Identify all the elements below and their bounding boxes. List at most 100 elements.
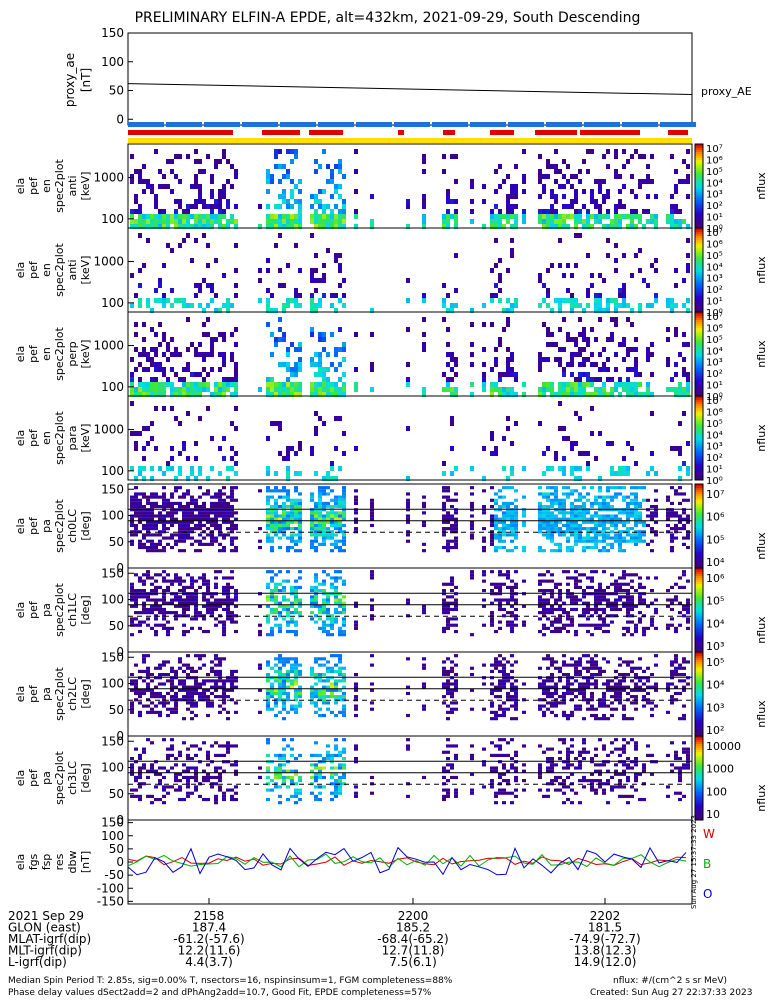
spectrogram-pixel [310,685,314,689]
spectrogram-pixel [558,387,562,392]
spectrogram-pixel [314,169,318,174]
spectrogram-pixel [130,688,134,692]
spectrogram-pixel [150,707,154,711]
spectrogram-pixel [274,701,278,705]
spectrogram-pixel [490,367,494,372]
spectrogram-pixel [586,382,590,387]
spectrogram-pixel [602,179,606,184]
spectrogram-pixel [278,421,282,426]
spectrogram-pixel [618,382,622,387]
spectrogram-pixel [682,604,686,608]
spectrogram-pixel [290,517,294,521]
spectrogram-pixel [314,530,318,534]
spectrogram-pixel [130,303,134,308]
spectrogram-pixel [206,713,210,718]
spectrogram-pixel [226,517,230,521]
spectrogram-pixel [322,392,326,397]
spectrogram-pixel [190,626,194,630]
spectrogram-pixel [686,517,690,521]
spectrogram-pixel [538,169,542,174]
spectrogram-pixel [274,505,278,509]
spectrogram-pixel [602,629,606,634]
colorbar-tick-label: 10¹ [706,213,723,224]
spectrogram-pixel [266,517,270,521]
spectrogram-pixel [154,520,158,524]
spectrogram-pixel [618,377,622,382]
spectrogram-pixel [442,283,446,288]
spectrogram-pixel [186,520,190,524]
energy-ylabel-line: anti [66,175,79,196]
spectrogram-pixel [566,629,570,634]
spectrogram-pixel [630,322,634,327]
spectrogram-pixel [502,539,506,543]
spectrogram-pixel [470,308,474,313]
spectrogram-pixel [342,623,346,627]
spectrogram-pixel [602,514,606,518]
spectrogram-pixel [294,598,298,602]
spectrogram-pixel [142,492,146,496]
spectrogram-pixel [578,416,582,421]
spectrogram-pixel [614,317,618,322]
spectrogram-pixel [338,520,342,524]
spectrogram-pixel [266,539,270,543]
spectrogram-pixel [206,582,210,586]
spectrogram-pixel [318,362,322,367]
spectrogram-pixel [274,669,278,673]
pitch-tick-label: 50 [109,535,124,549]
spectrogram-pixel [542,579,546,583]
spectrogram-pixel [578,682,582,686]
spectrogram-pixel [606,604,610,608]
spectrogram-pixel [198,517,202,521]
spectrogram-pixel [470,633,474,637]
spectrogram-pixel [166,573,170,577]
spectrogram-pixel [222,486,226,490]
spectrogram-pixel [290,149,294,154]
spectrogram-pixel [550,592,554,596]
spectrogram-pixel [290,219,294,224]
spectrogram-pixel [206,688,210,692]
spectrogram-pixel [278,688,282,692]
colorbar-label: nflux [755,424,768,452]
spectrogram-pixel [274,214,278,219]
energy-ylabel-line: spec2plot [53,411,66,465]
colorbar-slice [695,310,703,312]
spectrogram-pixel [218,570,222,574]
spectrogram-pixel [138,595,142,599]
spectrogram-pixel [134,492,138,496]
spectrogram-pixel [494,446,498,451]
spectrogram-pixel [622,536,626,540]
spectrogram-pixel [186,595,190,599]
spectrogram-pixel [570,214,574,219]
spectrogram-pixel [294,688,298,692]
spectrogram-pixel [570,508,574,512]
spectrogram-pixel [130,620,134,624]
spectrogram-pixel [154,332,158,337]
spectrogram-pixel [198,614,202,618]
spectrogram-pixel [158,392,162,397]
spectrogram-pixel [510,184,514,189]
spectrogram-pixel [342,342,346,347]
spectrogram-pixel [622,601,626,605]
spectrogram-pixel [634,224,638,229]
spectrogram-pixel [546,707,550,711]
spectrogram-pixel [562,517,566,521]
spectrogram-pixel [638,595,642,599]
spectrogram-pixel [582,224,586,229]
spectrogram-pixel [446,626,450,630]
spectrogram-pixel [222,392,226,397]
spectrogram-pixel [522,545,526,550]
spectrogram-pixel [278,589,282,593]
spectrogram-pixel [290,604,294,608]
spectrogram-pixel [642,629,646,634]
spectrogram-pixel [282,189,286,194]
spectrogram-pixel [270,682,274,686]
spectrogram-pixel [582,159,586,164]
spectrogram-pixel [682,585,686,589]
spectrogram-pixel [190,701,194,705]
spectrogram-pixel [686,601,690,605]
spectrogram-pixel [322,278,326,283]
spectrogram-pixel [170,688,174,692]
spectrogram-pixel [542,533,546,537]
spectrogram-pixel [206,224,210,229]
spectrogram-pixel [218,679,222,683]
